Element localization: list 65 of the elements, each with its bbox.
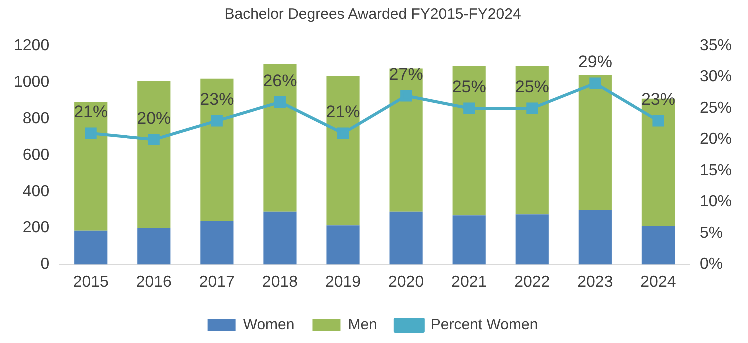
point <box>400 90 412 102</box>
point <box>148 134 160 146</box>
point <box>274 96 286 108</box>
x-tick-label: 2022 <box>514 274 550 291</box>
y2-tick-label: 5% <box>700 224 724 242</box>
data-label: 21% <box>326 102 360 122</box>
bar <box>578 210 612 265</box>
x-tick-label: 2023 <box>578 274 614 291</box>
data-label: 29% <box>578 52 612 72</box>
y-tick-label: 1000 <box>14 74 50 91</box>
data-label: 25% <box>515 78 550 97</box>
data-label: 25% <box>452 78 486 97</box>
legend-label: Men <box>348 316 378 334</box>
x-tick-label: 2018 <box>262 274 298 291</box>
x-tick-label: 2021 <box>452 274 488 291</box>
y2-tick-label: 30% <box>700 68 732 86</box>
legend-label: Women <box>243 316 295 334</box>
legend-label: Percent Women <box>430 316 538 334</box>
bar <box>264 64 297 212</box>
data-label: 27% <box>389 65 424 84</box>
point <box>652 115 664 127</box>
x-tick-label: 2016 <box>136 274 172 291</box>
bar <box>200 221 234 265</box>
y-tick-label: 1200 <box>14 37 50 54</box>
bar <box>516 66 549 215</box>
bar <box>452 216 486 265</box>
y-tick-label: 200 <box>22 220 50 237</box>
bar <box>452 66 486 216</box>
x-tick-label: 2024 <box>640 274 676 291</box>
y-tick-label: 0 <box>40 256 50 274</box>
bar <box>74 230 108 265</box>
y-tick-label: 800 <box>22 110 50 128</box>
bar <box>326 226 360 265</box>
bar <box>642 226 676 265</box>
bar <box>516 214 549 265</box>
bar <box>390 68 423 212</box>
point <box>464 102 476 114</box>
point <box>211 115 223 127</box>
bar <box>200 78 234 222</box>
data-label: 21% <box>74 102 108 122</box>
point <box>526 102 538 114</box>
x-tick-label: 2020 <box>388 274 424 291</box>
chart-title: Bachelor Degrees Awarded FY2015-FY2024 <box>224 6 522 24</box>
y2-tick-label: 20% <box>700 131 732 148</box>
data-label: 20% <box>137 108 172 128</box>
y2-tick-label: 10% <box>700 194 732 211</box>
point <box>85 128 97 140</box>
x-tick-label: 2019 <box>325 274 362 291</box>
y2-tick-label: 25% <box>700 100 732 117</box>
bar <box>138 82 171 228</box>
x-tick-label: 2017 <box>199 274 236 291</box>
bar <box>390 212 423 265</box>
bar <box>264 212 297 265</box>
point <box>338 128 350 140</box>
y2-tick-label: 0% <box>700 256 724 274</box>
bar <box>74 102 108 231</box>
y2-tick-label: 15% <box>700 162 732 180</box>
y-tick-label: 400 <box>22 183 50 200</box>
y-tick-label: 600 <box>22 146 50 164</box>
y2-tick-label: 35% <box>700 37 732 54</box>
bar <box>138 228 171 265</box>
point <box>590 78 602 90</box>
x-tick-label: 2015 <box>73 274 110 291</box>
bar <box>326 76 360 226</box>
bar <box>578 75 612 210</box>
